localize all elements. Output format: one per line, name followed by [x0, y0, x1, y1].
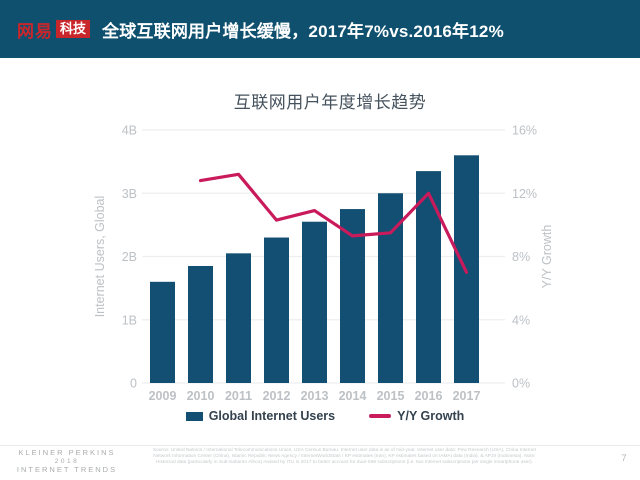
left-axis-tick: 3B	[122, 187, 137, 201]
bar-2013	[302, 221, 327, 383]
left-axis-tick: 2B	[122, 250, 137, 264]
x-axis-label-2016: 2016	[415, 389, 443, 403]
bar-2010	[188, 265, 213, 383]
bar-2009	[150, 281, 175, 383]
header-title: 全球互联网用户增长缓慢，2017年7%vs.2016年12%	[102, 21, 504, 41]
x-axis-label-2009: 2009	[149, 389, 177, 403]
left-axis-tick: 1B	[122, 313, 137, 327]
x-axis-label-2017: 2017	[453, 389, 481, 403]
growth-line	[198, 172, 469, 274]
right-axis-tick: 4%	[512, 313, 530, 327]
legend-label-users: Global Internet Users	[208, 409, 336, 423]
left-axis-title: Internet Users, Global	[93, 196, 107, 318]
right-axis-title: Y/Y Growth	[540, 225, 554, 289]
right-axis-tick: 0%	[512, 377, 530, 391]
header: 网易 科技 全球互联网用户增长缓慢，2017年7%vs.2016年12%	[0, 0, 640, 58]
x-axis-label-2011: 2011	[225, 389, 252, 403]
line-swatch-icon	[369, 414, 392, 418]
bar-2014	[340, 209, 365, 383]
branding-line-2: 2018	[54, 457, 80, 465]
netease-tech-logo: 网易 科技	[17, 17, 91, 42]
legend-item-growth: Y/Y Growth	[369, 409, 464, 423]
bar-2011	[226, 253, 251, 383]
legend-label-growth: Y/Y Growth	[397, 409, 465, 423]
kleiner-perkins-branding: KLEINER PERKINS 2018 INTERNET TRENDS	[12, 448, 122, 475]
bar-swatch-icon	[185, 411, 203, 421]
footer-divider	[0, 445, 640, 446]
chart-legend: Global Internet Users Y/Y Growth	[0, 409, 640, 423]
page-number: 7	[621, 453, 627, 464]
x-axis-label-2015: 2015	[377, 389, 405, 403]
bar-2016	[416, 171, 441, 383]
x-axis-label-2013: 2013	[301, 389, 329, 403]
branding-line-3: INTERNET TRENDS	[16, 465, 118, 474]
source-note: Source: United Nations / International T…	[152, 447, 536, 465]
left-axis-tick: 0	[130, 377, 137, 391]
bar-2012	[264, 237, 289, 383]
tech-badge: 科技	[56, 20, 91, 38]
right-axis-tick: 12%	[512, 187, 537, 201]
legend-item-users: Global Internet Users	[185, 409, 336, 423]
x-axis-label-2014: 2014	[339, 389, 367, 403]
right-axis-tick: 8%	[512, 250, 530, 264]
left-axis-tick: 4B	[122, 124, 137, 138]
x-axis-label-2010: 2010	[187, 389, 215, 403]
x-axis-label-2012: 2012	[263, 389, 291, 403]
right-axis-tick: 16%	[512, 124, 537, 138]
source-note-area: Source: United Nations / International T…	[150, 447, 550, 477]
chart-title: 互联网用户年度增长趋势	[233, 93, 427, 112]
netease-logo-text: 网易	[17, 21, 53, 41]
branding-line-1: KLEINER PERKINS	[18, 448, 116, 457]
